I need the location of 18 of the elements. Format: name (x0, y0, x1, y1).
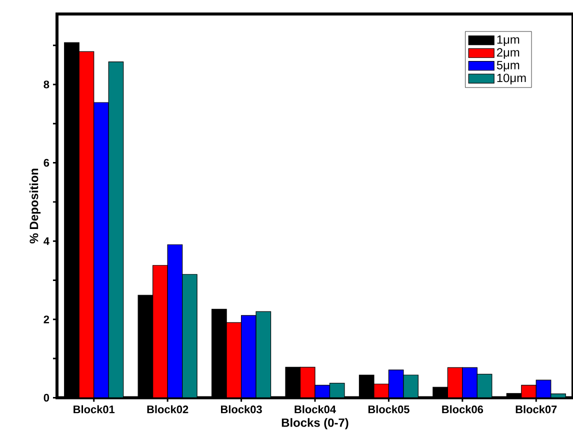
y-tick-label: 6 (44, 158, 50, 167)
y-tick-label: 0 (44, 394, 50, 402)
legend-label: 2μm (496, 48, 520, 59)
x-tick-label: Block03 (221, 405, 262, 414)
legend-label: 1μm (497, 35, 520, 46)
y-tick-label: 4 (44, 237, 50, 245)
legend-label: 10μm (497, 74, 526, 84)
y-axis-title: % Deposition (29, 168, 41, 244)
y-tick-label: 2 (44, 316, 50, 324)
x-tick-label: Block05 (368, 405, 410, 414)
y-tick-label: 8 (44, 80, 50, 88)
x-tick-label: Block07 (516, 405, 557, 414)
x-axis-title: Blocks (0-7) (282, 418, 348, 430)
legend-label: 5μm (496, 61, 520, 72)
x-tick-label: Block02 (147, 405, 188, 414)
x-tick-label: Block04 (294, 405, 336, 414)
x-tick-label: Block01 (74, 405, 115, 414)
x-tick-label: Block06 (442, 405, 484, 414)
